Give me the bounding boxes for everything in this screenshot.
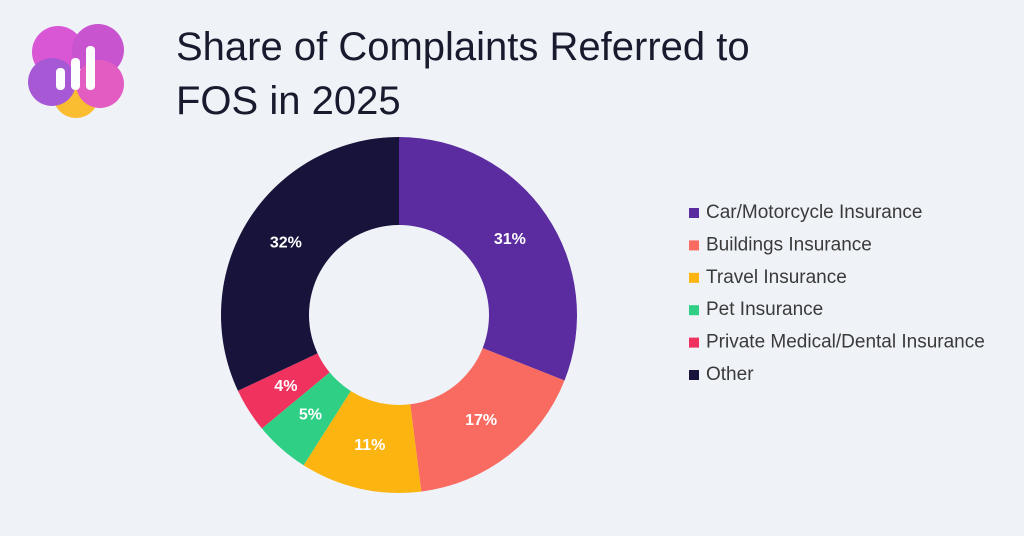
legend-swatch: [689, 337, 699, 348]
data-label: 32%: [270, 234, 302, 251]
data-label: 5%: [299, 407, 322, 424]
donut-slice: [399, 137, 578, 381]
legend-label: Travel Insurance: [706, 267, 847, 288]
legend-swatch: [689, 305, 699, 316]
data-label: 31%: [494, 231, 526, 248]
donut-slice: [410, 348, 565, 492]
logo-circle: [28, 58, 76, 106]
legend-label: Private Medical/Dental Insurance: [706, 332, 985, 353]
logo-bar: [56, 68, 65, 90]
legend-label: Other: [706, 364, 754, 385]
legend-label: Buildings Insurance: [706, 234, 872, 255]
donut-slice: [220, 137, 399, 391]
logo-bar: [86, 46, 95, 90]
logo: [28, 24, 124, 118]
data-label: 11%: [354, 437, 385, 454]
data-label: 4%: [274, 378, 297, 395]
chart-title: Share of Complaints Referred to FOS in 2…: [176, 25, 750, 123]
donut-slice: [237, 353, 330, 429]
logo-circle: [76, 60, 124, 108]
logo-bar: [71, 58, 80, 90]
legend-swatch: [689, 272, 699, 283]
legend-swatch: [689, 240, 699, 251]
donut-slice: [303, 390, 422, 493]
legend-label: Car/Motorcycle Insurance: [706, 202, 922, 223]
legend-label: Pet Insurance: [706, 299, 823, 320]
legend-swatch: [689, 370, 699, 380]
legend-swatch: [689, 208, 699, 218]
donut-slice: [261, 372, 351, 466]
data-label: 17%: [465, 412, 497, 429]
